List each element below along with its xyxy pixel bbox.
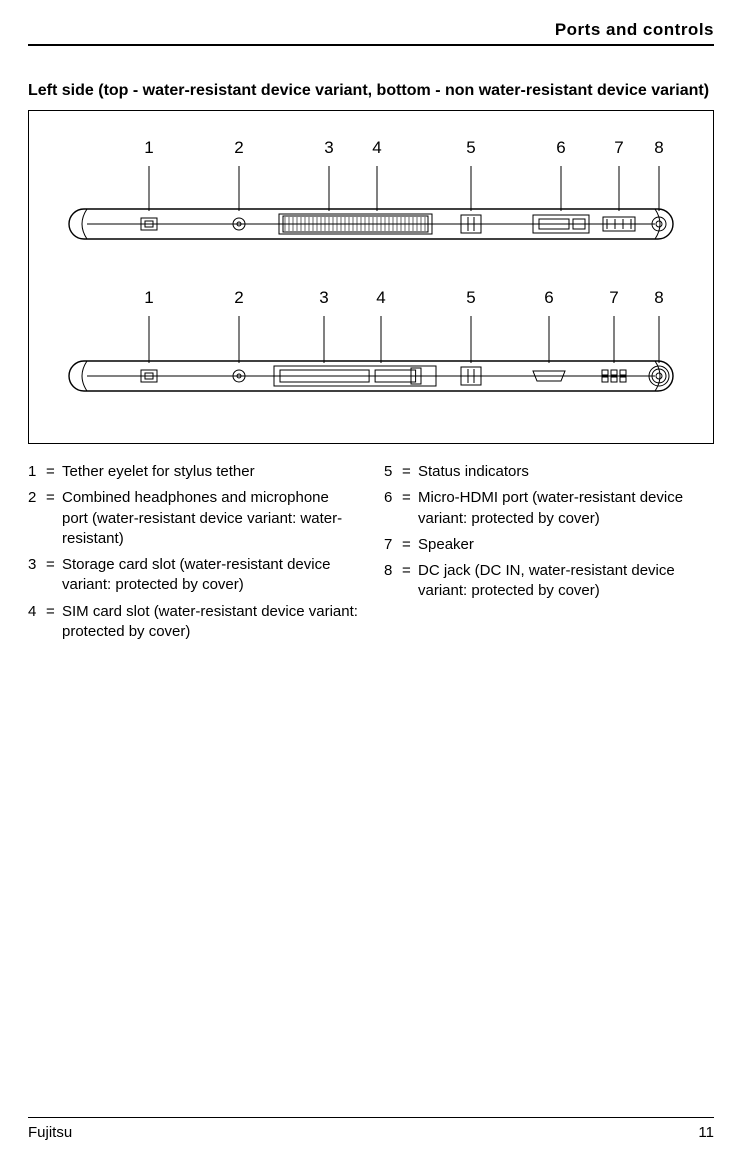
legend-text: Tether eyelet for stylus tether <box>62 462 358 482</box>
legend-equals: = <box>46 488 62 549</box>
legend-item: 3=Storage card slot (water-resistant dev… <box>28 555 358 596</box>
legend-number: 3 <box>28 555 46 596</box>
callout-number: 3 <box>324 138 333 157</box>
legend-equals: = <box>46 602 62 643</box>
legend-number: 7 <box>384 535 402 555</box>
header-rule <box>28 44 714 46</box>
callout-number: 1 <box>144 288 153 307</box>
legend-text: Combined headphones and microphone port … <box>62 488 358 549</box>
legend-item: 7=Speaker <box>384 535 714 555</box>
legend-text: Storage card slot (water-resistant devic… <box>62 555 358 596</box>
legend-equals: = <box>402 488 418 529</box>
callout-number: 8 <box>654 288 663 307</box>
legend-item: 4=SIM card slot (water-resistant device … <box>28 602 358 643</box>
footer-brand: Fujitsu <box>28 1124 72 1141</box>
callout-number: 4 <box>372 138 381 157</box>
callout-number: 3 <box>319 288 328 307</box>
legend-equals: = <box>46 555 62 596</box>
legend-item: 8=DC jack (DC IN, water-resistant device… <box>384 561 714 602</box>
chapter-title: Ports and controls <box>28 20 714 40</box>
legend-text: SIM card slot (water-resistant device va… <box>62 602 358 643</box>
callout-number: 6 <box>544 288 553 307</box>
legend-item: 2=Combined headphones and microphone por… <box>28 488 358 549</box>
callout-number: 7 <box>609 288 618 307</box>
legend-number: 5 <box>384 462 402 482</box>
legend-number: 4 <box>28 602 46 643</box>
legend-equals: = <box>402 535 418 555</box>
page-header: Ports and controls <box>28 20 714 82</box>
callout-number: 2 <box>234 138 243 157</box>
legend-number: 6 <box>384 488 402 529</box>
legend-left-col: 1=Tether eyelet for stylus tether2=Combi… <box>28 462 358 648</box>
legend-equals: = <box>46 462 62 482</box>
callout-number: 1 <box>144 138 153 157</box>
legend-number: 2 <box>28 488 46 549</box>
callout-number: 8 <box>654 138 663 157</box>
legend-text: DC jack (DC IN, water-resistant device v… <box>418 561 714 602</box>
page: Ports and controls Left side (top - wate… <box>0 0 742 1159</box>
legend-text: Speaker <box>418 535 714 555</box>
footer-page-number: 11 <box>698 1124 714 1141</box>
legend-item: 6=Micro-HDMI port (water-resistant devic… <box>384 488 714 529</box>
legend-equals: = <box>402 561 418 602</box>
legend-number: 8 <box>384 561 402 602</box>
legend: 1=Tether eyelet for stylus tether2=Combi… <box>28 462 714 648</box>
legend-text: Status indicators <box>418 462 714 482</box>
callout-number: 5 <box>466 138 475 157</box>
callout-number: 5 <box>466 288 475 307</box>
callout-number: 7 <box>614 138 623 157</box>
callout-number: 4 <box>376 288 385 307</box>
legend-text: Micro-HDMI port (water-resistant device … <box>418 488 714 529</box>
section-heading: Left side (top - water-resistant device … <box>28 82 714 100</box>
footer-rule <box>28 1117 714 1118</box>
callout-number: 6 <box>556 138 565 157</box>
legend-equals: = <box>402 462 418 482</box>
page-footer: Fujitsu 11 <box>28 1117 714 1141</box>
legend-item: 1=Tether eyelet for stylus tether <box>28 462 358 482</box>
legend-number: 1 <box>28 462 46 482</box>
figure-svg: 1 2 3 4 5 6 7 8 1 2 3 4 5 6 7 8 <box>29 111 713 443</box>
legend-right-col: 5=Status indicators6=Micro-HDMI port (wa… <box>384 462 714 648</box>
figure-box: 1 2 3 4 5 6 7 8 1 2 3 4 5 6 7 8 <box>28 110 714 444</box>
callout-number: 2 <box>234 288 243 307</box>
legend-item: 5=Status indicators <box>384 462 714 482</box>
